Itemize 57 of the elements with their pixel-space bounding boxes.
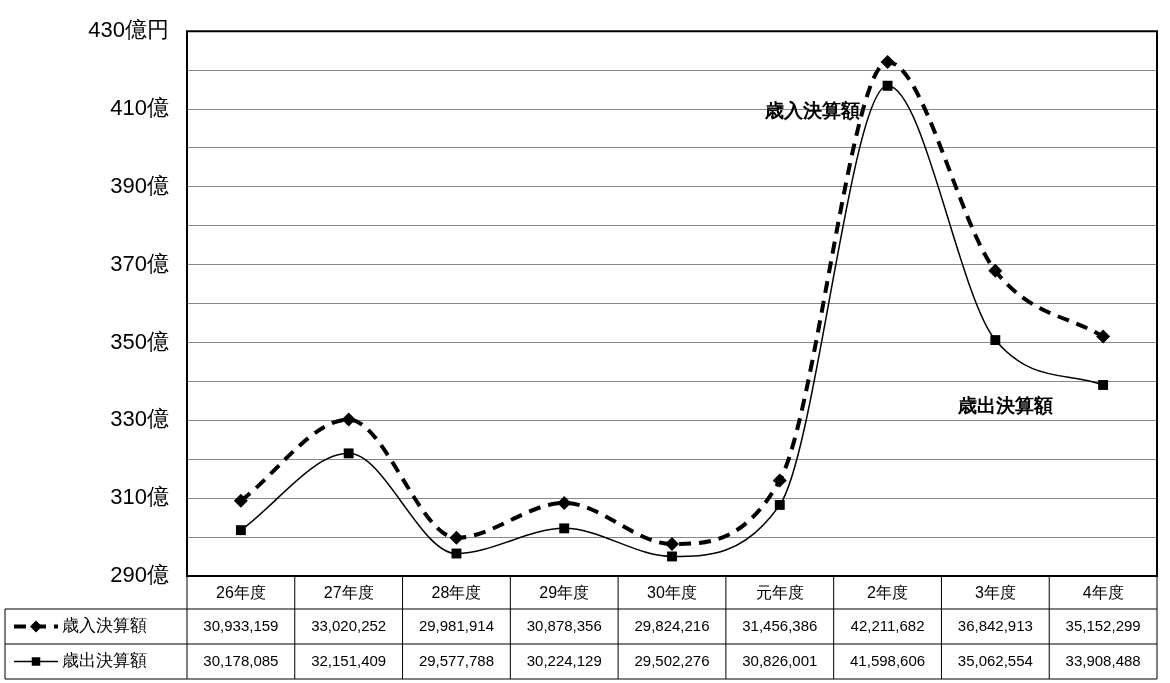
text: 30,878,356 [526,616,602,634]
x-tick-label: 元年度 [755,584,804,602]
y-tick-label: 350億 [110,328,169,354]
point [557,495,572,510]
point [990,335,1001,346]
point [988,263,1003,278]
text: 36,842,913 [957,616,1033,634]
text: 30,826,001 [742,651,818,669]
x-tick-label: 4年度 [1082,584,1124,602]
x-tick-label: 3年度 [974,584,1016,602]
point [1096,329,1111,344]
text: 41,598,606 [850,651,926,669]
text: 歳出決算額 [957,395,1053,417]
y-tick-label: 410億 [110,95,169,121]
text: 31,456,386 [742,616,818,634]
text: 30,224,129 [526,651,602,669]
y-tick-label: 330億 [110,406,169,432]
text: 35,152,299 [1065,616,1141,634]
point [341,412,356,427]
point [772,473,787,488]
x-tick-label: 26年度 [215,584,266,602]
point [343,448,354,459]
text: 歳入決算額 [764,100,860,122]
text: 32,151,409 [311,651,387,669]
x-tick-label: 29年度 [539,584,590,602]
x-tick-label: 2年度 [867,584,909,602]
text: 30,933,159 [203,616,279,634]
y-tick-label: 390億 [110,172,169,198]
point [667,551,677,562]
x-tick-label: 28年度 [431,584,482,602]
text: 33,020,252 [311,616,387,634]
point [235,525,246,536]
text: 29,824,216 [634,616,710,634]
point [882,80,893,91]
point [233,493,248,508]
legend-label: 歳入決算額 [62,616,147,636]
y-tick-label: 310億 [110,484,169,510]
text: 30,178,085 [203,651,279,669]
legend-label: 歳出決算額 [62,651,147,671]
x-tick-label: 30年度 [647,584,697,602]
y-tick-label: 370億 [110,250,169,276]
point [774,499,785,510]
point [559,523,570,534]
point [451,548,462,559]
text: 29,502,276 [634,651,710,669]
text: 29,577,788 [418,651,494,669]
text: 33,908,488 [1065,651,1141,669]
y-tick-label: 290億 [110,562,169,588]
point [880,54,895,69]
text: 35,062,554 [957,651,1033,669]
x-tick-label: 27年度 [323,584,374,602]
text: 29,981,914 [418,616,494,634]
point [1098,380,1109,390]
text: 42,211,682 [850,616,925,634]
y-tick-label: 430億円 [88,17,169,43]
point [449,530,464,545]
point [665,536,679,551]
